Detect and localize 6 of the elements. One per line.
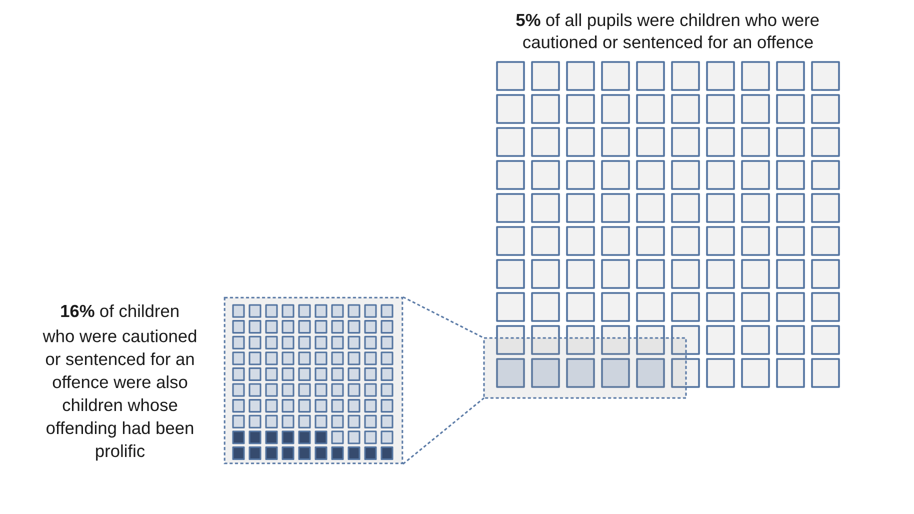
data-label: 5% xyxy=(516,14,540,26)
text: cautioned or sentenced for an offence xyxy=(523,36,813,48)
text: who were cautioned or sentenced for an offence were also children whose offending had been prolific xyxy=(42,330,196,461)
text: of all pupils were children who were xyxy=(546,13,819,30)
data-label: 16% xyxy=(61,304,94,318)
text: of children xyxy=(100,304,178,318)
